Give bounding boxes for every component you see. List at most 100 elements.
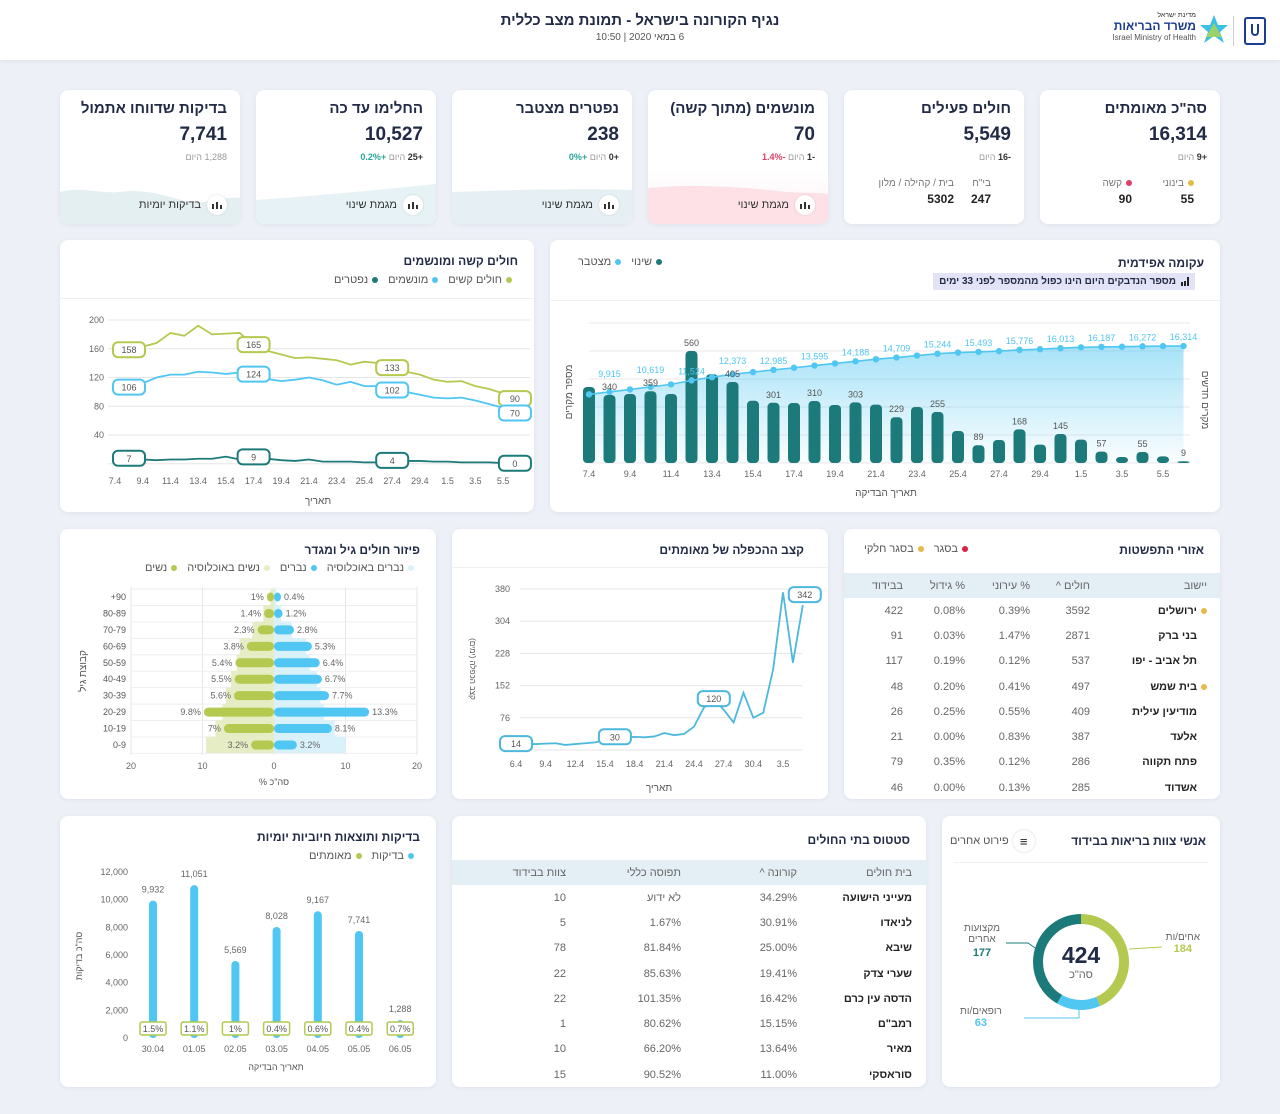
legend-item-lockdown[interactable]: בסגר [934, 543, 969, 555]
logo-en: Israel Ministry of Health [1112, 33, 1196, 42]
table-row[interactable]: תל אביב - יפו 537 0.12% 0.19% 117 [844, 649, 1220, 674]
cell: 11.00% [760, 1068, 798, 1081]
column-header[interactable]: יישוב [1090, 573, 1220, 598]
kpi-recovered: החלימו עד כה 10,527 +25 היום +0.2% מגמת … [256, 90, 436, 224]
column-header-sorted[interactable]: חולים ^ [1030, 573, 1090, 598]
spacer [1201, 785, 1207, 791]
x-tick-label: 27.4 [383, 476, 401, 486]
legend-item-women[interactable]: נשים [145, 562, 178, 574]
breakdown-severe: קשה 90 [1102, 178, 1132, 206]
x-tick-label: 27.4 [715, 759, 733, 769]
table-row[interactable]: שערי צדק 19.41% 85.63% 22 [452, 961, 926, 986]
trend-button[interactable]: מגמת שינוי [738, 195, 815, 215]
men-value-label: 5.3% [315, 641, 336, 651]
positive-rate-box [262, 1021, 291, 1036]
column-header[interactable]: בבידוד [844, 573, 903, 598]
x-tick-label: 17.4 [785, 469, 803, 479]
legend-item-ventilated[interactable]: מונשמים [388, 274, 439, 286]
x-tick-label: 13.4 [703, 469, 721, 479]
table-row[interactable]: מעייני הישועה 34.29% לא ידוע 10 [452, 885, 926, 910]
age-group-label: 50-59 [103, 658, 126, 668]
breakdown-label: בינוני [1162, 178, 1184, 189]
x-tick-label: 19.4 [273, 476, 291, 486]
daily-tests-button[interactable]: בדיקות יומיות [139, 195, 227, 215]
segment-label: אחים/ות [1165, 932, 1200, 943]
legend-item-cumulative[interactable]: מצטבר [578, 256, 622, 268]
table-row[interactable]: מודיעין עילית 409 0.55% 0.25% 26 [844, 699, 1220, 724]
legend: נברים באוכלוסיה נברים נשים באוכלוסיה נשי… [145, 562, 414, 574]
emblem-logo [1244, 17, 1266, 45]
legend-item-deceased[interactable]: נפטרים [334, 274, 379, 286]
x-axis-title: תאריך הבדיקה [855, 488, 917, 499]
legend-item-men-pop[interactable]: נברים באוכלוסיה [327, 562, 414, 574]
table-row[interactable]: הדסה עין כרם 16.42% 101.35% 22 [452, 986, 926, 1011]
column-header[interactable]: % גידול [903, 573, 965, 598]
daily-label: 340 [602, 382, 617, 392]
column-header[interactable]: % עירוני [965, 573, 1030, 598]
table-row[interactable]: פתח תקווה 286 0.12% 0.35% 79 [844, 750, 1220, 775]
city-label: תל אביב - יפו [1131, 655, 1197, 668]
x-tick-label: 15.4 [217, 476, 235, 486]
daily-label: 57 [1096, 439, 1106, 449]
y-axis-title: קבוצת גיל [77, 650, 89, 692]
table-row[interactable]: בית שמש 497 0.41% 0.20% 48 [844, 674, 1220, 699]
daily-bar [726, 382, 739, 463]
table-row[interactable]: ירושלים 3592 0.39% 0.08% 422 [844, 598, 1220, 623]
city-name: אשדוד [1090, 775, 1220, 799]
legend-item-men[interactable]: נברים [280, 562, 317, 574]
legend-item-severe[interactable]: חולים קשים [448, 274, 512, 286]
y-tick-label: 12,000 [100, 867, 128, 877]
legend-item-change[interactable]: שינוי [631, 256, 663, 268]
y-axis-title-right: מקרים חדשים [1199, 371, 1210, 430]
segment-label: מקצועות אחרים [963, 923, 1001, 945]
delta-pct: -1.4% [761, 152, 786, 162]
cell: 85.63% [643, 967, 681, 980]
column-header[interactable]: תפוסה כללי [566, 860, 681, 885]
table-row[interactable]: אשדוד 285 0.13% 0.00% 46 [844, 775, 1220, 799]
total-label: סה"כ [1069, 969, 1093, 981]
column-header[interactable]: צוות בבידוד [452, 860, 566, 885]
data-label-box [497, 454, 532, 472]
women-bar [203, 707, 274, 717]
data-label: 124 [246, 370, 261, 380]
women-bar [246, 641, 274, 651]
age-group-label: 30-39 [103, 691, 126, 701]
x-tick-label: 3.5 [1116, 469, 1129, 479]
column-header-sorted[interactable]: קורונה ^ [681, 860, 797, 885]
daily-bar [767, 402, 780, 463]
trend-button[interactable]: מגמת שינוי [542, 195, 619, 215]
women-bar [235, 658, 274, 668]
cell: 30.91% [759, 916, 797, 929]
legend-label: נברים באוכלוסיה [326, 562, 404, 574]
y-tick-label: 80 [94, 401, 104, 411]
table-row[interactable]: בני ברק 2871 1.47% 0.03% 91 [844, 623, 1220, 648]
y-tick-label: 380 [495, 584, 510, 594]
epidemic-curve-chart: 340 9,915 359 10,619 560 11,524 405 12,373 301 12… [564, 322, 1210, 499]
table-row[interactable]: סוראסקי 11.00% 90.52% 15 [452, 1062, 926, 1087]
legend-item-women-pop[interactable]: נשים באוכלוסיה [187, 562, 270, 574]
positive-rate-label: 1.1% [184, 1024, 205, 1034]
table-row[interactable]: רמב"ם 15.15% 80.62% 1 [452, 1011, 926, 1036]
column-header[interactable]: בית חולים [797, 860, 926, 885]
legend-item-partial-lockdown[interactable]: בסגר חלקי [864, 543, 924, 555]
y-tick-label: 152 [495, 681, 510, 691]
women-value-label: 5.6% [210, 691, 231, 701]
table-row[interactable]: מאיר 13.64% 66.20% 10 [452, 1037, 926, 1062]
trend-button[interactable]: מגמת שינוי [346, 195, 423, 215]
today-label: היום [787, 152, 805, 162]
logo-state: מדינת ישראל [1157, 12, 1196, 19]
table-row[interactable]: לניאדו 30.91% 1.67% 5 [452, 910, 926, 935]
daily-bar [665, 394, 677, 463]
legend-item-confirmed[interactable]: מאומתים [309, 850, 362, 862]
cumulative-point [1077, 344, 1085, 351]
tests-bar [190, 885, 199, 1038]
cell: 497 [1071, 680, 1090, 693]
table-row[interactable]: שיבא 25.00% 81.84% 78 [452, 936, 926, 961]
table-row[interactable]: אלעד 387 0.83% 0.00% 21 [844, 724, 1220, 749]
cell: 117 [885, 655, 903, 668]
doubling-rate-card: 76 152 228 304 380 6.4 9.4 12.4 15.4 18.4 21.4 24.4… [452, 529, 828, 799]
data-label-box [375, 359, 410, 377]
cell: 0.08% [933, 604, 965, 617]
legend-item-tests[interactable]: בדיקות [372, 850, 414, 862]
other-breakdown-button[interactable]: ≡ פירוט אחרים [950, 830, 1035, 852]
